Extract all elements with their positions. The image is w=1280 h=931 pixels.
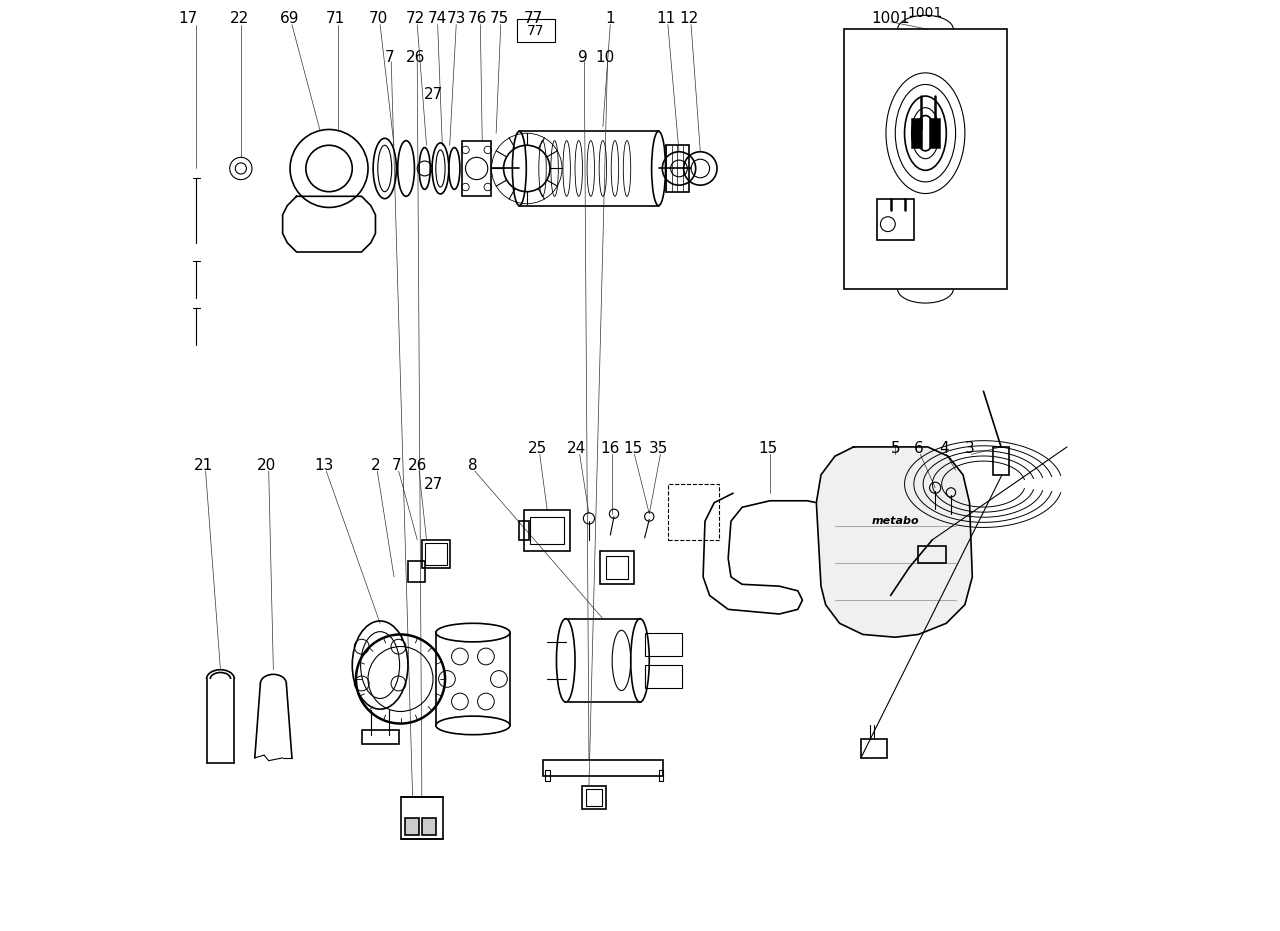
Text: 2: 2 bbox=[371, 458, 380, 473]
Text: 27: 27 bbox=[424, 477, 444, 492]
Text: 15: 15 bbox=[623, 441, 643, 456]
Text: 1001: 1001 bbox=[908, 6, 943, 20]
Text: 24: 24 bbox=[567, 441, 586, 456]
Text: 71: 71 bbox=[326, 10, 346, 25]
Text: 75: 75 bbox=[489, 10, 508, 25]
Text: 35: 35 bbox=[649, 441, 668, 456]
Text: 77: 77 bbox=[527, 24, 545, 38]
Text: metabo: metabo bbox=[872, 516, 919, 526]
FancyBboxPatch shape bbox=[406, 818, 419, 835]
Text: 25: 25 bbox=[529, 441, 548, 456]
Text: 7: 7 bbox=[392, 458, 402, 473]
Text: 77: 77 bbox=[524, 10, 543, 25]
Text: 73: 73 bbox=[447, 10, 466, 25]
Text: 11: 11 bbox=[657, 10, 676, 25]
Text: 8: 8 bbox=[468, 458, 477, 473]
Text: 13: 13 bbox=[315, 458, 334, 473]
Text: 27: 27 bbox=[424, 87, 444, 101]
FancyBboxPatch shape bbox=[931, 119, 940, 147]
Text: 17: 17 bbox=[178, 10, 197, 25]
Text: 76: 76 bbox=[468, 10, 488, 25]
FancyBboxPatch shape bbox=[422, 818, 435, 835]
Polygon shape bbox=[817, 447, 973, 637]
Text: 72: 72 bbox=[406, 10, 425, 25]
Text: 21: 21 bbox=[195, 458, 214, 473]
Text: 9: 9 bbox=[577, 49, 588, 64]
Text: 15: 15 bbox=[759, 441, 778, 456]
Text: 3: 3 bbox=[965, 441, 974, 456]
Text: 1: 1 bbox=[605, 10, 616, 25]
Text: 1001: 1001 bbox=[872, 10, 910, 25]
Text: 5: 5 bbox=[891, 441, 900, 456]
Text: 4: 4 bbox=[940, 441, 950, 456]
Text: 6: 6 bbox=[914, 441, 923, 456]
Text: 7: 7 bbox=[384, 49, 394, 64]
Text: 22: 22 bbox=[229, 10, 248, 25]
Text: 12: 12 bbox=[680, 10, 699, 25]
Text: 10: 10 bbox=[595, 49, 614, 64]
Text: 74: 74 bbox=[428, 10, 447, 25]
Text: 26: 26 bbox=[406, 49, 425, 64]
Text: 70: 70 bbox=[369, 10, 388, 25]
Text: 20: 20 bbox=[257, 458, 276, 473]
Text: 69: 69 bbox=[280, 10, 300, 25]
FancyBboxPatch shape bbox=[911, 119, 920, 147]
Text: 26: 26 bbox=[407, 458, 428, 473]
Text: 16: 16 bbox=[600, 441, 620, 456]
